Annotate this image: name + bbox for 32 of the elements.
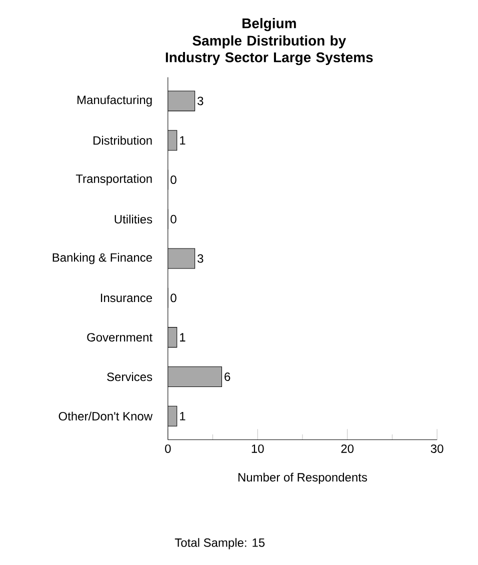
data-label: 3 — [197, 96, 204, 106]
data-label: 0 — [170, 294, 176, 302]
x-tick-label: 10 — [252, 444, 264, 453]
bar — [168, 327, 177, 348]
bar — [168, 366, 222, 387]
bar — [168, 406, 177, 426]
y-tick-label: Other/Don't Know — [58, 412, 152, 421]
x-tick-label: 30 — [430, 444, 444, 453]
data-label: 3 — [197, 254, 204, 263]
data-label: 0 — [170, 175, 176, 184]
y-tick-label: Manufacturing — [77, 95, 152, 107]
y-tick-label: Insurance — [100, 294, 152, 302]
data-label: 1 — [180, 136, 186, 144]
text: Total Sample: 15 — [174, 538, 264, 550]
y-tick-label: Government — [86, 333, 152, 342]
data-label: 1 — [180, 333, 186, 342]
y-tick-label: Services — [106, 372, 152, 382]
bar — [168, 90, 195, 112]
chart-title: Belgium — [242, 18, 296, 32]
chart-subtitle: Sample Distribution by Industry Sector Large Systems — [166, 35, 373, 66]
x-tick-label: 20 — [341, 444, 354, 453]
data-label: 6 — [224, 372, 230, 381]
y-tick-label: Utilities — [114, 214, 152, 224]
data-label: 1 — [180, 412, 186, 420]
y-tick-label: Transportation — [76, 174, 152, 186]
x-tick-label: 0 — [164, 444, 171, 453]
bar — [168, 130, 177, 150]
data-label: 0 — [170, 214, 176, 224]
y-tick-label: Banking & Finance — [52, 252, 152, 264]
bar — [168, 248, 195, 269]
x-axis-title: Number of Respondents — [238, 472, 367, 484]
y-tick-label: Distribution — [93, 136, 152, 145]
